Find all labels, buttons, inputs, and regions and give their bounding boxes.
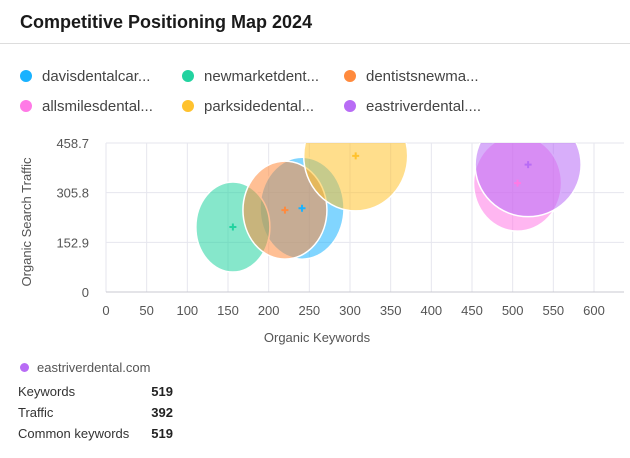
bubble-center-marker (524, 161, 532, 169)
bubbles (195, 101, 582, 273)
legend-item[interactable]: newmarketdent... (182, 66, 344, 86)
x-tick-label: 100 (176, 303, 198, 318)
legend-item[interactable]: eastriverdental.... (344, 96, 514, 116)
x-tick-label: 350 (380, 303, 402, 318)
detail-label: Common keywords (18, 426, 130, 441)
title-year: 2024 (272, 12, 313, 32)
y-tick-label: 0 (82, 285, 89, 300)
legend-label: newmarketdent... (204, 67, 320, 85)
legend-color-dot (20, 100, 32, 112)
x-tick-label: 0 (102, 303, 109, 318)
x-tick-label: 500 (502, 303, 524, 318)
legend-label: dentistsnewma... (366, 67, 479, 85)
bubble-center-marker (281, 206, 289, 214)
legend-item[interactable]: dentistsnewma... (344, 66, 514, 86)
bubble-center-marker (514, 179, 522, 187)
x-tick-label: 150 (217, 303, 239, 318)
bubble-5[interactable] (474, 113, 582, 218)
bubble-center-marker (352, 152, 360, 160)
divider (0, 43, 630, 44)
x-tick-label: 200 (258, 303, 280, 318)
legend: davisdentalcar... newmarketdent... dentist… (20, 66, 514, 116)
y-axis-label: Organic Search Traffic (19, 157, 34, 287)
detail-value: 392 (151, 405, 173, 420)
title-text: Competitive Positioning Map (20, 12, 268, 32)
legend-label: allsmilesdental... (42, 97, 153, 115)
y-tick-label: 152.9 (56, 235, 89, 250)
legend-item[interactable]: allsmilesdental... (20, 96, 182, 116)
page-title: Competitive Positioning Map 2024 (20, 12, 312, 33)
bubble-center-marker (298, 204, 306, 212)
legend-item[interactable]: davisdentalcar... (20, 66, 182, 86)
detail-label: Keywords (18, 384, 76, 399)
legend-color-dot (344, 70, 356, 82)
x-tick-label: 600 (583, 303, 605, 318)
y-tick-label: 458.7 (56, 136, 89, 151)
x-axis-label: Organic Keywords (264, 330, 371, 345)
legend-color-dot (344, 100, 356, 112)
bubble-4[interactable] (302, 101, 409, 212)
legend-color-dot (20, 70, 32, 82)
detail-panel: eastriverdental.com Keywords 519 Traffic 3… (18, 360, 218, 447)
legend-label: davisdentalcar... (42, 67, 151, 85)
x-tick-label: 300 (339, 303, 361, 318)
detail-value: 519 (151, 384, 173, 399)
x-tick-label: 400 (420, 303, 442, 318)
detail-domain: eastriverdental.com (37, 360, 151, 375)
x-tick-label: 450 (461, 303, 483, 318)
detail-row-traffic: Traffic 392 (18, 405, 173, 426)
x-tick-label: 550 (542, 303, 564, 318)
x-tick-label: 250 (298, 303, 320, 318)
x-tick-label: 50 (139, 303, 153, 318)
detail-value: 519 (151, 426, 173, 441)
detail-color-dot (20, 363, 29, 372)
legend-label: eastriverdental.... (366, 97, 482, 115)
legend-color-dot (182, 100, 194, 112)
bubble-center-marker (229, 223, 237, 231)
legend-label: parksidedental... (204, 97, 315, 115)
detail-row-keywords: Keywords 519 (18, 384, 173, 405)
y-tick-label: 305.8 (56, 186, 89, 201)
legend-item[interactable]: parksidedental... (182, 96, 344, 116)
detail-row-common-keywords: Common keywords 519 (18, 426, 173, 447)
legend-color-dot (182, 70, 194, 82)
detail-label: Traffic (18, 405, 54, 420)
